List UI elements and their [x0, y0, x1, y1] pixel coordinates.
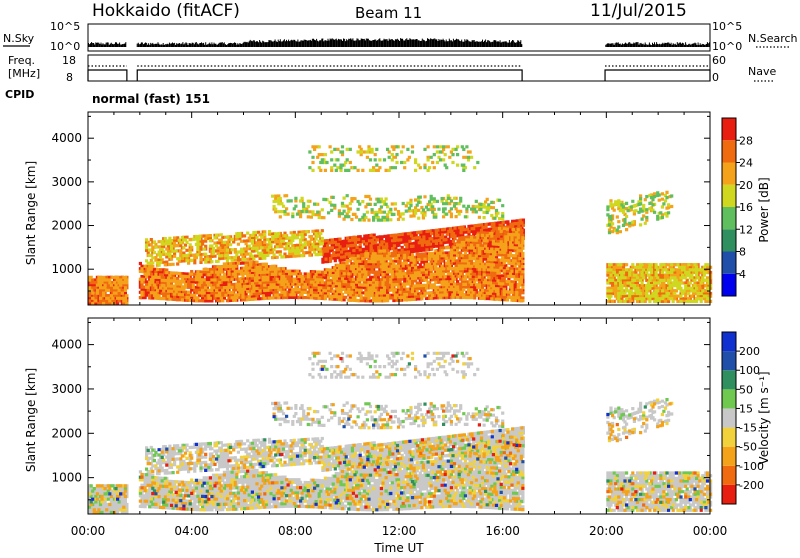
colorbar-swatch — [722, 351, 736, 371]
freq-frame — [87, 54, 711, 82]
colorbar-swatch — [722, 118, 736, 141]
colorbar-tick-label: 100 — [739, 364, 760, 377]
colorbar-tick-label: 20 — [739, 179, 753, 192]
nsky-panel: N.Sky 10^5 10^0 10^5 10^0 N.Search — [3, 20, 798, 53]
power-echo-cells — [88, 218, 713, 306]
colorbar-tick-label: 15 — [739, 402, 753, 415]
colorbar-swatch — [722, 207, 736, 230]
x-tick-label: 16:00 — [485, 524, 520, 538]
x-tick-label: 00:00 — [693, 524, 728, 538]
velocity-ylabel: Slant Range [km] — [24, 368, 38, 472]
power-data — [88, 145, 713, 306]
x-axis: 00:00 04:00 08:00 12:00 16:00 20:00 00:00 — [71, 112, 728, 538]
velocity-yaxis: 1000 2000 3000 4000 — [51, 321, 710, 501]
x-tick-label: 12:00 — [382, 524, 417, 538]
y-tick-label: 1000 — [51, 262, 82, 276]
colorbar-tick-label: 24 — [739, 157, 753, 170]
nave-label: Nave — [748, 65, 776, 78]
colorbar-swatch — [722, 140, 736, 163]
nsky-frame — [87, 23, 711, 52]
freq-unit: [MHz] — [8, 67, 40, 80]
colorbar-swatch — [722, 446, 736, 466]
velocity-colorbar-label: Velocity [m s⁻¹] — [757, 371, 771, 464]
freq-label: Freq. — [8, 54, 35, 67]
colorbar-swatch — [722, 370, 736, 390]
colorbar-tick-label: 12 — [739, 223, 753, 236]
x-tick-label: 04:00 — [174, 524, 209, 538]
power-colorbar-label: Power [dB] — [757, 177, 771, 242]
y-tick-label: 3000 — [51, 175, 82, 189]
freq-tick-high: 18 — [62, 54, 76, 67]
station-title: Hokkaido (fitACF) — [92, 1, 240, 21]
x-tick-label: 00:00 — [71, 524, 106, 538]
velocity-echo-cells — [89, 354, 703, 511]
nsearch-label: N.Search — [748, 32, 798, 45]
colorbar-tick-label: 200 — [739, 345, 760, 358]
nsky-bars — [88, 38, 710, 47]
colorbar-tick-label: 50 — [739, 383, 753, 396]
nsky-label: N.Sky — [3, 32, 35, 45]
cpid-value: normal (fast) 151 — [92, 92, 210, 106]
colorbar-swatch — [722, 273, 736, 296]
power-colorbar: 4 8 12 16 20 24 28 — [721, 117, 753, 297]
colorbar-swatch — [722, 162, 736, 185]
velocity-colorbar: 200 100 50 15 -15 -50 -100 -200 — [721, 331, 764, 505]
y-tick-label: 2000 — [51, 219, 82, 233]
colorbar-swatch — [722, 229, 736, 252]
nsky-tick-low: 10^0 — [50, 40, 80, 53]
colorbar-swatch — [722, 408, 736, 428]
colorbar-swatch — [722, 484, 736, 504]
power-yaxis: 1000 2000 3000 4000 — [51, 115, 710, 292]
freq-panel: Freq. [MHz] 18 8 60 0 Nave CPID normal (… — [5, 54, 776, 106]
nave-tick-high: 60 — [712, 54, 726, 67]
date-title: 11/Jul/2015 — [590, 1, 687, 21]
nsearch-tick-low: 10^0 — [712, 40, 742, 53]
power-ylabel: Slant Range [km] — [24, 161, 38, 265]
y-tick-label: 2000 — [51, 426, 82, 440]
colorbar-tick-label: -200 — [739, 479, 764, 492]
colorbar-tick-label: 16 — [739, 201, 753, 214]
y-tick-label: 3000 — [51, 382, 82, 396]
y-tick-label: 1000 — [51, 471, 82, 485]
y-tick-label: 4000 — [51, 338, 82, 352]
y-tick-label: 4000 — [51, 131, 82, 145]
velocity-echo-cells — [89, 351, 713, 515]
velocity-data — [88, 351, 713, 515]
colorbar-tick-label: 8 — [739, 246, 746, 259]
colorbar-swatch — [722, 427, 736, 447]
nave-tick-low: 0 — [712, 71, 719, 84]
colorbar-tick-label: -50 — [739, 441, 757, 454]
cpid-label: CPID — [5, 88, 34, 101]
x-tick-label: 20:00 — [589, 524, 624, 538]
x-tick-label: 08:00 — [278, 524, 313, 538]
colorbar-swatch — [722, 389, 736, 409]
nsearch-tick-high: 10^5 — [712, 20, 742, 33]
freq-segment — [136, 69, 523, 81]
colorbar-swatch — [722, 465, 736, 485]
colorbar-swatch — [722, 332, 736, 352]
freq-trace — [87, 65, 711, 81]
x-axis-label: Time UT — [373, 541, 424, 554]
colorbar-tick-label: 4 — [739, 268, 746, 281]
power-echo-cells — [283, 145, 674, 235]
freq-segment — [87, 69, 128, 81]
power-echo-cells — [88, 145, 713, 306]
colorbar-swatch — [722, 251, 736, 274]
beam-title: Beam 11 — [355, 4, 422, 22]
power-panel: 1000 2000 3000 4000 Slant Range [km] 4 8 12 16… — [24, 111, 771, 306]
nsky-tick-high: 10^5 — [50, 20, 80, 33]
nsky-trace — [88, 38, 710, 47]
colorbar-tick-label: 28 — [739, 134, 753, 147]
colorbar-tick-label: -15 — [739, 422, 757, 435]
freq-segment — [604, 69, 711, 81]
colorbar-tick-label: -100 — [739, 460, 764, 473]
colorbar-swatch — [722, 184, 736, 207]
freq-tick-low: 8 — [66, 71, 73, 84]
colorbar-frame — [721, 331, 737, 505]
velocity-panel: 1000 2000 3000 4000 Slant Range [km] 200 100… — [24, 317, 771, 515]
